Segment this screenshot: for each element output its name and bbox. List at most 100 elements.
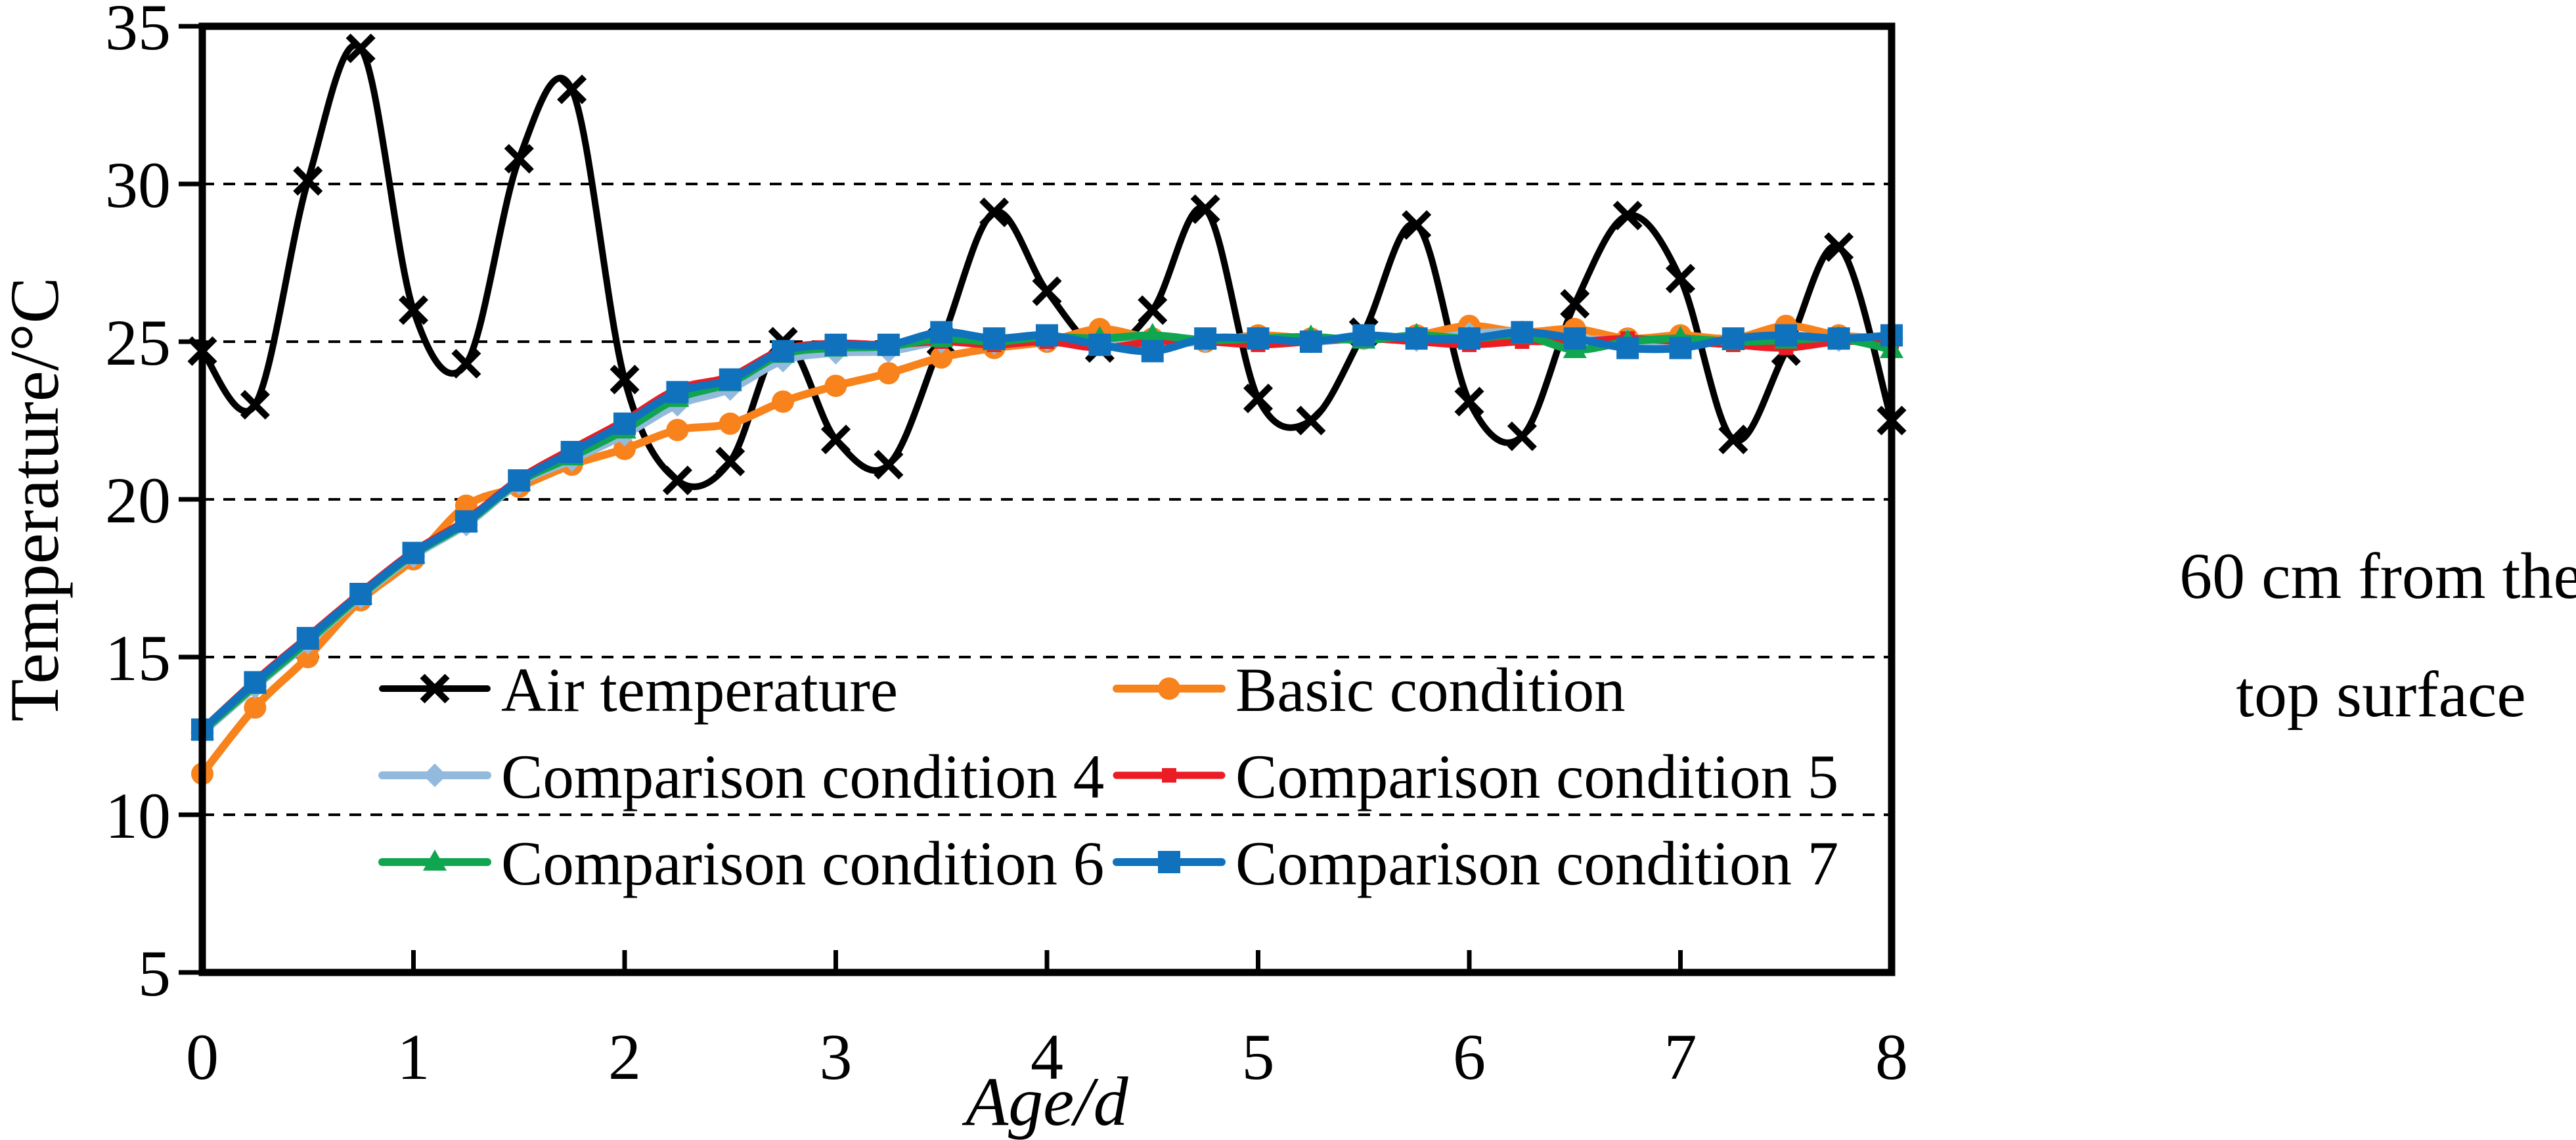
y-tick-label-35: 35 bbox=[105, 0, 171, 64]
marker-comparison-condition-7 bbox=[613, 412, 636, 435]
marker-comparison-condition-7 bbox=[1299, 331, 1322, 353]
marker-basic-condition bbox=[930, 346, 953, 369]
x-tick-label-6: 6 bbox=[1453, 1020, 1486, 1093]
marker-comparison-condition-7 bbox=[877, 333, 900, 356]
series-line-air-temperature bbox=[199, 42, 1895, 490]
legend-swatch-marker-air-temperature bbox=[420, 673, 450, 704]
legend-swatch-marker-basic-condition bbox=[1158, 677, 1180, 700]
series-layer bbox=[187, 34, 1907, 785]
legend-label-comparison-condition-5: Comparison condition 5 bbox=[1235, 742, 1838, 811]
marker-basic-condition bbox=[666, 419, 689, 442]
marker-comparison-condition-7 bbox=[1669, 336, 1692, 359]
x-tick-label-8: 8 bbox=[1875, 1020, 1908, 1093]
marker-air-temperature bbox=[451, 349, 481, 379]
marker-comparison-condition-7 bbox=[930, 321, 953, 344]
marker-comparison-condition-7 bbox=[772, 340, 795, 363]
x-axis-title: Age/d bbox=[962, 1063, 1128, 1140]
marker-basic-condition bbox=[772, 390, 795, 413]
legend-swatch-marker-comparison-condition-6 bbox=[423, 850, 447, 871]
marker-comparison-condition-7 bbox=[1194, 327, 1217, 350]
marker-comparison-condition-7 bbox=[1775, 324, 1798, 347]
y-tick-label-25: 25 bbox=[105, 306, 171, 379]
series-air-temperature bbox=[187, 34, 1907, 495]
marker-comparison-condition-7 bbox=[1616, 336, 1639, 359]
series-line-comparison-condition-6 bbox=[198, 331, 1896, 735]
marker-air-temperature bbox=[345, 34, 376, 64]
marker-air-temperature bbox=[1718, 424, 1748, 455]
legend-swatch-marker-comparison-condition-7 bbox=[1158, 851, 1180, 873]
marker-comparison-condition-7 bbox=[719, 368, 742, 391]
series-line-basic-condition bbox=[198, 321, 1896, 778]
marker-comparison-condition-7 bbox=[1563, 327, 1586, 350]
marker-air-temperature bbox=[1296, 405, 1326, 436]
marker-comparison-condition-7 bbox=[1511, 321, 1534, 344]
legend-swatch-marker-comparison-condition-5 bbox=[1162, 768, 1176, 783]
x-tick-label-1: 1 bbox=[397, 1020, 430, 1093]
marker-air-temperature bbox=[820, 424, 851, 455]
series-basic-condition bbox=[191, 315, 1903, 785]
marker-basic-condition bbox=[719, 412, 742, 435]
legend-label-comparison-condition-7: Comparison condition 7 bbox=[1235, 829, 1838, 898]
marker-air-temperature bbox=[1190, 194, 1220, 224]
marker-comparison-condition-7 bbox=[296, 627, 319, 650]
marker-comparison-condition-7 bbox=[666, 380, 689, 403]
marker-air-temperature bbox=[1612, 200, 1643, 231]
legend-label-air-temperature: Air temperature bbox=[501, 655, 898, 725]
marker-air-temperature bbox=[1454, 386, 1484, 417]
series-comparison-condition-7 bbox=[191, 321, 1903, 741]
legend-label-comparison-condition-4: Comparison condition 4 bbox=[501, 742, 1104, 811]
marker-air-temperature bbox=[504, 144, 534, 174]
gridline-layer bbox=[202, 183, 1892, 816]
y-tick-label-15: 15 bbox=[105, 622, 171, 695]
legend-swatch-marker-comparison-condition-4 bbox=[423, 764, 447, 787]
legend-item-air-temperature: Air temperature bbox=[379, 655, 898, 725]
marker-air-temperature bbox=[1138, 295, 1168, 325]
annotation-line-2: top surface bbox=[2236, 658, 2525, 731]
legend-label-comparison-condition-6: Comparison condition 6 bbox=[501, 829, 1104, 898]
annotation-line-1: 60 cm from the bbox=[2179, 539, 2576, 612]
y-tick-label-30: 30 bbox=[105, 148, 171, 221]
y-axis-title: Temperature/°C bbox=[0, 277, 73, 722]
marker-air-temperature bbox=[1243, 383, 1274, 413]
marker-comparison-condition-7 bbox=[244, 671, 267, 694]
x-tick-label-2: 2 bbox=[608, 1020, 641, 1093]
marker-comparison-condition-7 bbox=[1088, 333, 1111, 356]
marker-comparison-condition-7 bbox=[1827, 327, 1850, 350]
legend-item-basic-condition: Basic condition bbox=[1113, 655, 1626, 725]
marker-comparison-condition-7 bbox=[560, 441, 583, 463]
x-tick-label-5: 5 bbox=[1242, 1020, 1275, 1093]
marker-comparison-condition-7 bbox=[983, 327, 1006, 350]
marker-air-temperature bbox=[1032, 276, 1062, 306]
marker-air-temperature bbox=[1507, 421, 1537, 451]
marker-air-temperature bbox=[979, 197, 1010, 227]
marker-comparison-condition-7 bbox=[1036, 324, 1058, 347]
marker-air-temperature bbox=[715, 446, 745, 476]
marker-comparison-condition-6 bbox=[1140, 323, 1165, 344]
y-tick-label-20: 20 bbox=[105, 464, 171, 537]
marker-air-temperature bbox=[610, 365, 640, 395]
marker-basic-condition bbox=[613, 438, 636, 461]
legend: Air temperature Basic condition Comparison… bbox=[378, 655, 1838, 898]
marker-basic-condition bbox=[244, 696, 267, 719]
marker-comparison-condition-7 bbox=[824, 333, 847, 356]
marker-basic-condition bbox=[877, 362, 900, 384]
marker-comparison-condition-7 bbox=[1352, 324, 1375, 347]
legend-item-comparison-condition-7: Comparison condition 7 bbox=[1113, 829, 1838, 898]
marker-comparison-condition-7 bbox=[1405, 327, 1428, 350]
marker-air-temperature bbox=[874, 449, 904, 480]
legend-item-comparison-condition-5: Comparison condition 5 bbox=[1113, 742, 1838, 811]
legend-label-basic-condition: Basic condition bbox=[1235, 655, 1626, 725]
marker-air-temperature bbox=[1402, 210, 1432, 240]
legend-item-comparison-condition-6: Comparison condition 6 bbox=[378, 829, 1104, 898]
x-tick-label-3: 3 bbox=[820, 1020, 853, 1093]
x-tick-label-4: 4 bbox=[1031, 1020, 1063, 1093]
marker-air-temperature bbox=[398, 295, 429, 325]
marker-basic-condition bbox=[824, 375, 847, 398]
marker-comparison-condition-7 bbox=[1721, 327, 1744, 350]
marker-comparison-condition-7 bbox=[1458, 327, 1480, 350]
marker-comparison-condition-7 bbox=[402, 541, 425, 564]
y-tick-label-10: 10 bbox=[105, 779, 171, 852]
